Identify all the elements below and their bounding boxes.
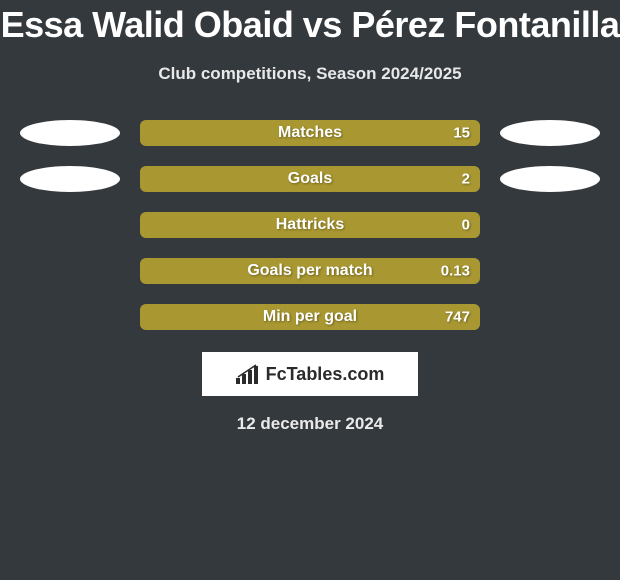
- stat-value: 15: [453, 125, 470, 142]
- brand-badge: FcTables.com: [202, 352, 418, 396]
- stat-label: Hattricks: [276, 216, 344, 234]
- fctables-logo-icon: [236, 364, 260, 384]
- spacer: [10, 258, 110, 284]
- stat-row: Goals 2: [0, 166, 620, 192]
- comparison-infographic: Essa Walid Obaid vs Pérez Fontanilla Clu…: [0, 0, 620, 580]
- stat-label: Goals per match: [247, 262, 372, 280]
- spacer: [510, 258, 610, 284]
- stat-label: Min per goal: [263, 308, 357, 326]
- stat-value: 747: [445, 309, 470, 326]
- stat-value: 2: [462, 171, 470, 188]
- stat-value: 0: [462, 217, 470, 234]
- spacer: [10, 212, 110, 238]
- brand-text: FcTables.com: [266, 364, 385, 385]
- spacer: [510, 304, 610, 330]
- spacer: [10, 304, 110, 330]
- player-left-marker: [20, 166, 120, 192]
- stat-row: Min per goal 747: [0, 304, 620, 330]
- infographic-date: 12 december 2024: [0, 414, 620, 434]
- stat-label: Matches: [278, 124, 342, 142]
- stat-bar: Hattricks 0: [140, 212, 480, 238]
- stat-row: Hattricks 0: [0, 212, 620, 238]
- stat-row: Matches 15: [0, 120, 620, 146]
- subtitle: Club competitions, Season 2024/2025: [0, 64, 620, 84]
- stat-row: Goals per match 0.13: [0, 258, 620, 284]
- player-right-marker: [500, 120, 600, 146]
- spacer: [510, 212, 610, 238]
- stat-bar: Min per goal 747: [140, 304, 480, 330]
- stat-bar: Goals per match 0.13: [140, 258, 480, 284]
- stats-rows: Matches 15 Goals 2 Hattricks 0 Goals per match…: [0, 120, 620, 330]
- stat-label: Goals: [288, 170, 332, 188]
- stat-bar: Goals 2: [140, 166, 480, 192]
- player-left-marker: [20, 120, 120, 146]
- stat-value: 0.13: [441, 263, 470, 280]
- stat-bar: Matches 15: [140, 120, 480, 146]
- page-title: Essa Walid Obaid vs Pérez Fontanilla: [0, 4, 620, 46]
- player-right-marker: [500, 166, 600, 192]
